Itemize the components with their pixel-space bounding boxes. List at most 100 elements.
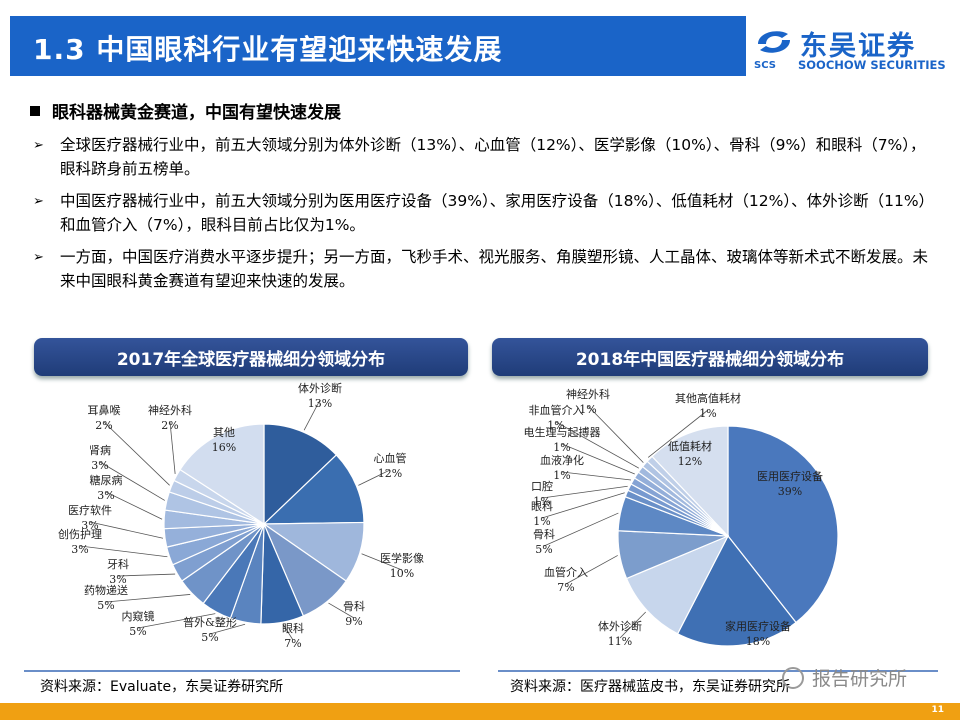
slice-value-label: 5% bbox=[201, 631, 218, 644]
slice-category-label: 非血管介入 bbox=[529, 403, 584, 417]
source-divider bbox=[498, 670, 938, 672]
slice-category-label: 电生理与起搏器 bbox=[524, 425, 601, 439]
leader-line bbox=[561, 471, 632, 481]
slice-value-label: 12% bbox=[378, 467, 402, 480]
slice-category-label: 药物递送 bbox=[84, 583, 128, 597]
slice-category-label: 医用医疗设备 bbox=[757, 469, 823, 483]
chart-title-china: 2018年中国医疗器械细分领域分布 bbox=[492, 338, 928, 376]
slice-category-label: 骨科 bbox=[533, 527, 555, 541]
slice-value-label: 39% bbox=[778, 485, 802, 498]
bullet-item: ➢ 一方面，中国医疗消费水平逐步提升；另一方面，飞秒手术、视光服务、角膜塑形镜、… bbox=[33, 245, 933, 293]
leader-line bbox=[303, 399, 321, 431]
slice-value-label: 1% bbox=[553, 441, 570, 454]
slice-value-label: 5% bbox=[97, 599, 114, 612]
title-bar: 1.3 中国眼科行业有望迎来快速发展 bbox=[10, 16, 746, 76]
slice-value-label: 5% bbox=[129, 625, 146, 638]
source-china: 资料来源：医疗器械蓝皮书，东吴证券研究所 bbox=[510, 679, 790, 695]
slice-value-label: 3% bbox=[97, 489, 114, 502]
pie-chart-china: 医用医疗设备39%家用医疗设备18%体外诊断11%血管介入7%骨科5%眼科1%口… bbox=[524, 387, 839, 648]
logo-cn: 东吴证券 bbox=[800, 31, 916, 62]
leader-line bbox=[555, 421, 640, 469]
section-heading: 眼科器械黄金赛道，中国有望快速发展 bbox=[30, 98, 341, 123]
leader-line bbox=[619, 611, 647, 639]
leader-line bbox=[361, 553, 403, 571]
slice-value-label: 9% bbox=[345, 615, 362, 628]
wechat-icon bbox=[782, 666, 804, 689]
slice-category-label: 眼科 bbox=[531, 499, 553, 513]
slice-category-label: 其他高值耗材 bbox=[675, 391, 741, 405]
slice-category-label: 医学影像 bbox=[380, 551, 424, 565]
slice-category-label: 血管介入 bbox=[544, 565, 588, 579]
leader-line bbox=[103, 421, 170, 486]
slice-value-label: 1% bbox=[533, 495, 550, 508]
slice-value-label: 2% bbox=[95, 419, 112, 432]
slice-category-label: 肾病 bbox=[89, 443, 111, 457]
pie-slice bbox=[625, 534, 730, 635]
slice-category-label: 糖尿病 bbox=[90, 473, 123, 487]
square-bullet-icon bbox=[30, 105, 40, 116]
leader-line bbox=[328, 602, 355, 619]
source-global: 资料来源：Evaluate，东吴证券研究所 bbox=[40, 679, 284, 695]
slice-value-label: 1% bbox=[533, 515, 550, 528]
leader-line bbox=[209, 623, 246, 635]
leader-line bbox=[358, 469, 391, 486]
slice-category-label: 神经外科 bbox=[148, 403, 192, 417]
pie-chart-global: 体外诊断 13% 心血管 12% 医学影像 10% 骨科 9% 眼科 7% 普外&整形 5% 内窥镜 5%… bbox=[58, 381, 424, 650]
slice-category-label: 神经外科 bbox=[566, 387, 610, 401]
bullet-text: 中国医疗器械行业中，前五大领域分别为医用医疗设备（39%）、家用医疗设备（18%… bbox=[60, 192, 927, 234]
slice-value-label: 11% bbox=[608, 635, 632, 648]
pie-slice bbox=[263, 423, 338, 526]
slice-value-label: 1% bbox=[699, 407, 716, 420]
logo-mark-icon bbox=[758, 31, 790, 53]
leader-line bbox=[282, 624, 294, 641]
slice-value-label: 13% bbox=[308, 397, 332, 410]
leader-line bbox=[541, 485, 628, 499]
bullet-text: 一方面，中国医疗消费水平逐步提升；另一方面，飞秒手术、视光服务、角膜塑形镜、人工… bbox=[60, 248, 929, 290]
slice-category-label: 血液净化 bbox=[540, 453, 584, 467]
slice-category-label: 其他 bbox=[213, 426, 235, 439]
slice-category-label: 骨科 bbox=[343, 599, 365, 613]
slice-value-label: 3% bbox=[81, 519, 98, 532]
slice-category-label: 家用医疗设备 bbox=[725, 619, 791, 633]
slice-category-label: 低值耗材 bbox=[668, 439, 712, 453]
leader-line bbox=[565, 555, 618, 585]
slice-value-label: 10% bbox=[390, 567, 414, 580]
slice-category-label: 内窥镜 bbox=[122, 609, 155, 623]
pie-slice bbox=[262, 454, 365, 525]
page-number: 11 bbox=[931, 705, 944, 715]
slice-category-label: 医疗软件 bbox=[68, 503, 112, 517]
slice-value-label: 3% bbox=[109, 573, 126, 586]
slice-value-label: 1% bbox=[579, 403, 596, 416]
slice-value-label: 18% bbox=[746, 635, 770, 648]
leader-line bbox=[105, 594, 191, 603]
slice-value-label: 5% bbox=[535, 543, 552, 556]
leader-line bbox=[543, 512, 619, 547]
slice-value-label: 3% bbox=[91, 459, 108, 472]
slice-value-label: 2% bbox=[161, 419, 178, 432]
arrow-bullet-icon: ➢ bbox=[33, 250, 44, 265]
pie-slice bbox=[651, 425, 729, 538]
slice-value-label: 1% bbox=[553, 469, 570, 482]
leader-line bbox=[587, 405, 644, 463]
bullet-text: 全球医疗器械行业中，前五大领域分别为体外诊断（13%）、心血管（12%）、医学影… bbox=[60, 136, 926, 178]
leader-line bbox=[169, 421, 176, 474]
leader-line bbox=[105, 491, 163, 520]
bullet-list: ➢ 全球医疗器械行业中，前五大领域分别为体外诊断（13%）、心血管（12%）、医… bbox=[33, 133, 933, 301]
leader-line bbox=[647, 409, 709, 458]
chart-title-global: 2017年全球医疗器械细分领域分布 bbox=[34, 338, 468, 376]
slice-value-label: 7% bbox=[284, 637, 301, 650]
slice-category-label: 口腔 bbox=[531, 479, 553, 493]
slice-category-label: 创伤护理 bbox=[58, 527, 102, 541]
logo-abbr: SCS bbox=[754, 60, 776, 71]
slice-value-label: 1% bbox=[547, 419, 564, 432]
slice-value-label: 16% bbox=[212, 441, 236, 454]
slice-value-label: 12% bbox=[678, 455, 702, 468]
source-divider bbox=[24, 670, 460, 672]
arrow-bullet-icon: ➢ bbox=[33, 194, 44, 209]
company-logo: SCS 东吴证券 SOOCHOW SECURITIES bbox=[752, 22, 952, 76]
slice-category-label: 体外诊断 bbox=[298, 381, 342, 395]
pie-slice bbox=[676, 534, 797, 647]
leader-line bbox=[89, 521, 164, 539]
leader-line bbox=[117, 573, 176, 577]
slice-category-label: 眼科 bbox=[282, 621, 304, 635]
